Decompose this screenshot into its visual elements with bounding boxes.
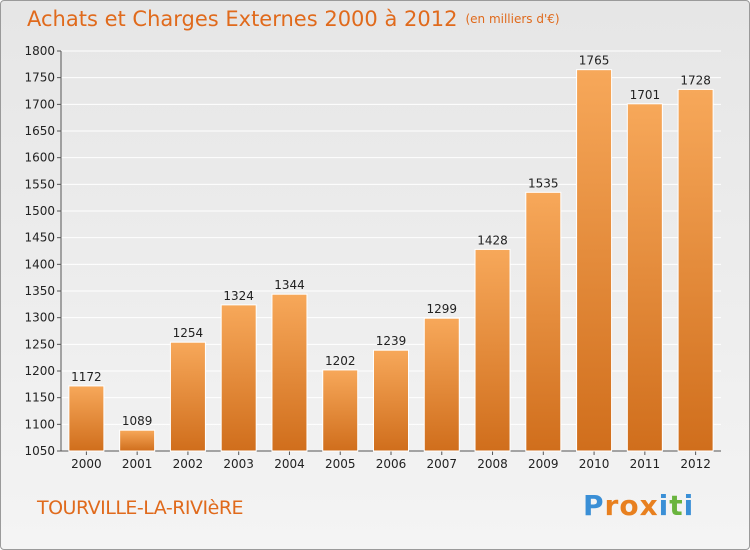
logo-letter: x — [639, 489, 659, 522]
logo-letter: o — [619, 489, 640, 522]
data-label-2001: 1089 — [122, 414, 153, 428]
bar-2010 — [576, 69, 613, 452]
y-tick-label: 1600 — [24, 151, 55, 165]
y-tick-label: 1200 — [24, 364, 55, 378]
data-label-2003: 1324 — [223, 289, 254, 303]
y-tick-label: 1450 — [24, 231, 55, 245]
x-tick-label-2008: 2008 — [477, 457, 508, 471]
x-tick-label-2000: 2000 — [71, 457, 102, 471]
chart-title: Achats et Charges Externes 2000 à 2012 (e… — [27, 7, 560, 31]
x-tick-label-2005: 2005 — [325, 457, 356, 471]
y-tick-label: 1550 — [24, 177, 55, 191]
y-tick-label: 1350 — [24, 284, 55, 298]
y-tick-label: 1250 — [24, 337, 55, 351]
logo-letter: i — [683, 489, 695, 522]
logo-letter: P — [583, 489, 605, 522]
logo-letter: t — [669, 489, 684, 522]
data-label-2011: 1701 — [630, 88, 661, 102]
bar-2000 — [68, 385, 105, 452]
data-label-2005: 1202 — [325, 354, 356, 368]
bar-2007 — [423, 317, 460, 452]
x-tick-label-2012: 2012 — [680, 457, 711, 471]
data-label-2007: 1299 — [426, 302, 457, 316]
y-tick-label: 1400 — [24, 257, 55, 271]
data-label-2004: 1344 — [274, 278, 305, 292]
logo-letter: i — [658, 489, 670, 522]
bar-2006 — [373, 349, 409, 452]
data-label-2008: 1428 — [477, 233, 508, 247]
y-tick-label: 1150 — [24, 391, 55, 405]
bar-2001 — [119, 429, 156, 452]
data-label-2006: 1239 — [376, 334, 407, 348]
y-tick-label: 1700 — [24, 97, 55, 111]
proxiti-logo[interactable]: Proxiti — [583, 489, 694, 522]
x-tick-label-2010: 2010 — [579, 457, 610, 471]
y-tick-label: 1650 — [24, 124, 55, 138]
data-label-2009: 1535 — [528, 176, 559, 190]
data-label-2000: 1172 — [71, 370, 102, 384]
x-tick-label-2007: 2007 — [426, 457, 457, 471]
x-tick-label-2009: 2009 — [528, 457, 559, 471]
chart-title-text: Achats et Charges Externes 2000 à 2012 — [27, 7, 458, 31]
x-tick-label-2004: 2004 — [274, 457, 305, 471]
bar-2011 — [626, 103, 663, 452]
y-tick-label: 1800 — [24, 44, 55, 58]
data-label-2002: 1254 — [173, 326, 204, 340]
y-tick-label: 1100 — [24, 417, 55, 431]
data-label-2010: 1765 — [579, 54, 610, 68]
y-tick-label: 1300 — [24, 311, 55, 325]
x-tick-label-2001: 2001 — [122, 457, 153, 471]
x-tick-label-2002: 2002 — [173, 457, 204, 471]
data-label-2012: 1728 — [680, 73, 711, 87]
labels: 1050 1100 1150 1200 1250 1300 1350 1400 1450 1500… — [24, 44, 710, 471]
logo-letter: r — [604, 489, 620, 522]
bar-2008 — [474, 248, 511, 452]
commune-name: TOURVILLE-LA-RIVIèRE — [37, 497, 244, 519]
bar-2003 — [220, 304, 257, 452]
bar-2012 — [677, 88, 714, 452]
y-tick-label: 1050 — [24, 444, 55, 458]
bar-2005 — [322, 369, 359, 452]
y-tick-label: 1750 — [24, 71, 55, 85]
x-tick-label-2003: 2003 — [223, 457, 254, 471]
x-tick-label-2011: 2011 — [630, 457, 661, 471]
chart-subtitle: (en milliers d'€) — [465, 12, 560, 26]
x-tick-label-2006: 2006 — [376, 457, 407, 471]
y-tick-label: 1500 — [24, 204, 55, 218]
bar-2009 — [525, 191, 562, 452]
bar-2002 — [169, 341, 206, 452]
bars — [68, 69, 714, 452]
bar-2004 — [271, 293, 308, 452]
